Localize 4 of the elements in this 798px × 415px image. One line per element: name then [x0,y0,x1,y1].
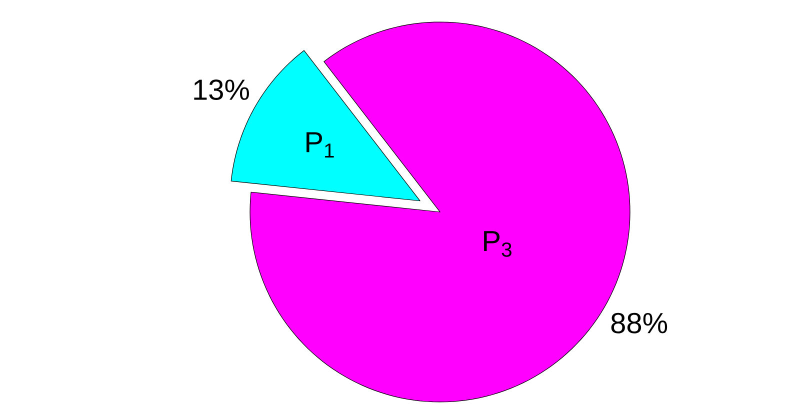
slice-label: P$_{1}$ [306,132,334,158]
data-label: 88% [611,312,668,334]
data-label: 13% [194,80,249,100]
slice-label: P$_{3}$ [484,231,512,257]
